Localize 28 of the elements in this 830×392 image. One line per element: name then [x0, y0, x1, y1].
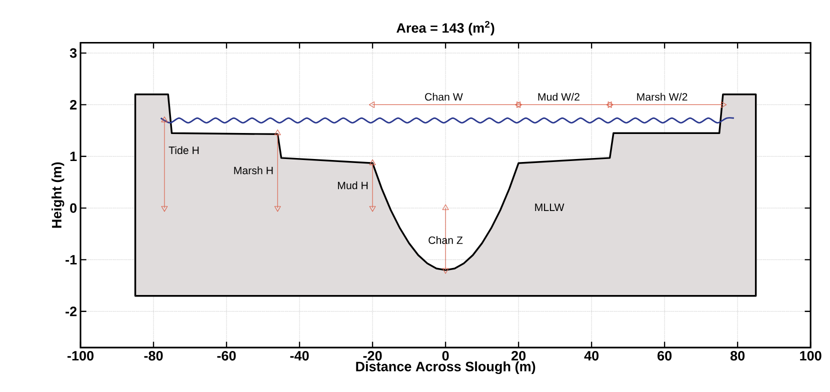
x-tick-label: 80 — [730, 350, 745, 360]
y-tick-label: 3 — [70, 48, 77, 58]
y-tick-label: 2 — [70, 100, 77, 110]
x-tick-label: -60 — [217, 350, 236, 360]
x-tick-label: -100 — [67, 350, 94, 360]
x-tick-label: 0 — [442, 350, 449, 360]
y-tick-label: 0 — [70, 203, 77, 213]
x-tick-label: -20 — [363, 350, 382, 360]
annotation: Marsh H — [234, 166, 273, 174]
annotation: Tide H — [168, 146, 199, 154]
y-tick-label: -1 — [66, 254, 77, 264]
x-tick-label: 40 — [584, 350, 599, 360]
x-tick-label: -40 — [290, 350, 309, 360]
x-tick-label: -80 — [144, 350, 163, 360]
x-tick-label: 20 — [511, 350, 526, 360]
annotation: Chan W — [425, 92, 463, 101]
x-tick-label: 100 — [800, 350, 822, 360]
annotation: MLLW — [535, 204, 564, 211]
chart-title: Area = 143 (m$^{2}$) — [396, 20, 494, 36]
x-tick-label: 60 — [658, 350, 672, 360]
y-tick-label: 1 — [70, 152, 77, 161]
annotation: Mud H — [338, 181, 368, 190]
annotation: Mud W/2 — [538, 92, 580, 101]
x-axis-title: Distance Across Slough (m) — [356, 361, 536, 374]
annotation: Chan Z — [428, 236, 463, 244]
y-tick-label: -2 — [66, 306, 77, 316]
annotation: Marsh W/2 — [637, 92, 688, 101]
y-axis-title: Height (m) — [52, 162, 64, 228]
